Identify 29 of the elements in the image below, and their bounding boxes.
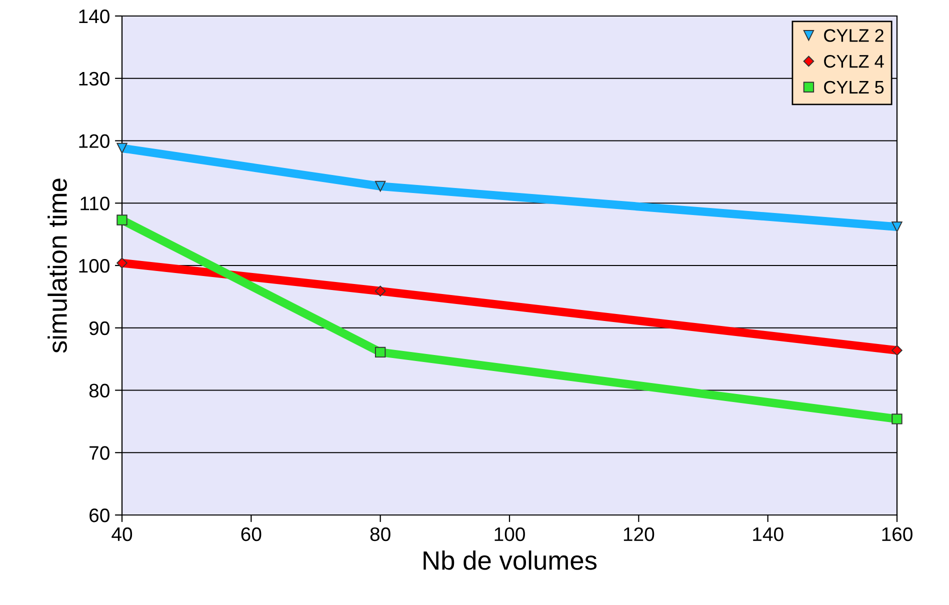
x-tick-label: 120 — [624, 527, 654, 542]
y-tick-label: 130 — [79, 72, 110, 86]
x-tick-label: 140 — [753, 527, 784, 542]
legend-label: CYLZ 4 — [824, 54, 884, 68]
y-tick-label: 140 — [79, 9, 110, 24]
x-tick-label: 40 — [112, 527, 132, 542]
y-tick-label: 120 — [79, 134, 110, 148]
x-tick-label: 160 — [882, 527, 912, 542]
x-tick-label: 80 — [370, 527, 390, 542]
y-tick-label: 110 — [80, 196, 110, 210]
point — [374, 180, 386, 192]
legend-label: CYLZ 5 — [824, 80, 884, 94]
point — [892, 221, 902, 232]
point — [374, 286, 386, 296]
x-tick-label: 60 — [241, 527, 262, 542]
y-tick-label: 100 — [79, 258, 110, 273]
y-tick-label: 70 — [90, 446, 110, 460]
y-tick-label: 60 — [90, 508, 110, 522]
x-tick-label: 100 — [494, 527, 525, 542]
point — [116, 142, 128, 154]
point — [892, 414, 902, 424]
y-tick-label: 90 — [89, 321, 110, 336]
point — [116, 214, 128, 226]
y-tick-label: 80 — [89, 384, 110, 398]
legend-label: CYLZ 2 — [824, 29, 884, 42]
point — [374, 346, 386, 358]
y-axis-title: simulation time — [48, 178, 67, 353]
x-axis-title: Nb de volumes — [424, 550, 597, 570]
point — [892, 344, 902, 356]
